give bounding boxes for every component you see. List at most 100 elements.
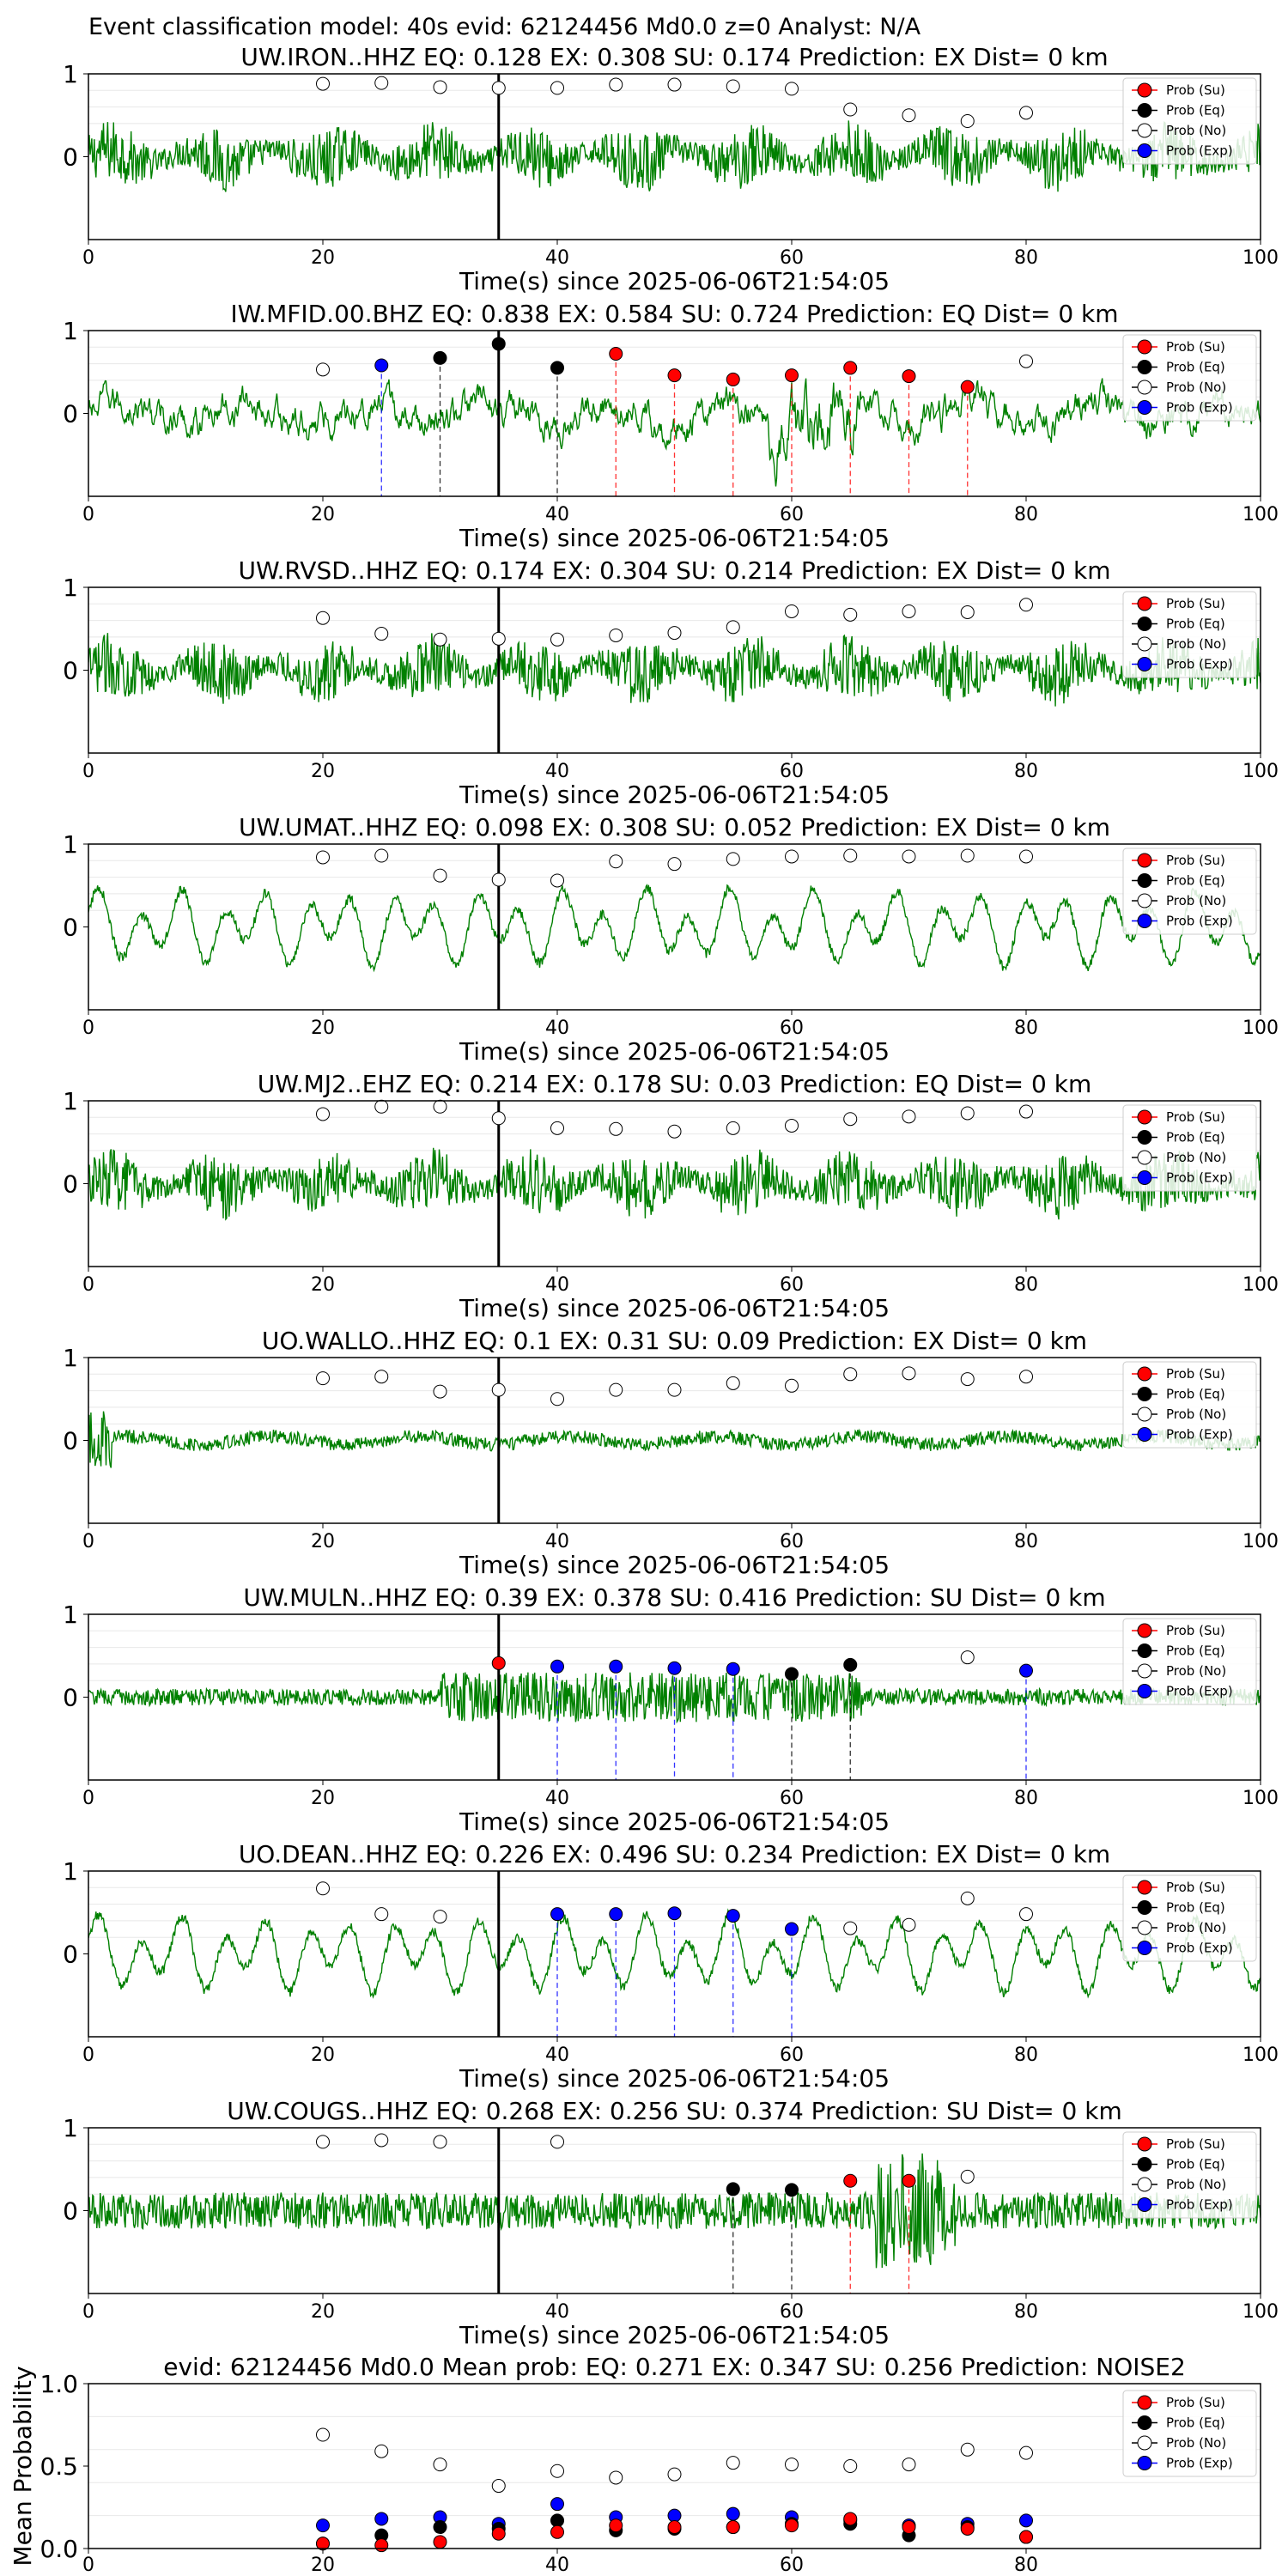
legend-marker-eq <box>1137 1387 1152 1401</box>
legend-label-su: Prob (Su) <box>1166 1109 1225 1125</box>
x-tick-label: 40 <box>545 2555 569 2576</box>
mean-point-no <box>609 2470 623 2485</box>
legend-label-no: Prob (No) <box>1166 636 1226 652</box>
prob-point-su <box>785 368 799 383</box>
x-axis-label: Time(s) since 2025-06-06T21:54:05 <box>459 1294 890 1322</box>
legend-marker-eq <box>1137 1643 1152 1658</box>
prob-point-no <box>609 1382 623 1397</box>
panel-legend: Prob (Su) Prob (Eq) Prob (No) Prob (Exp) <box>1122 848 1257 935</box>
x-tick-label: 20 <box>311 504 335 526</box>
legend-label-exp: Prob (Exp) <box>1166 143 1233 159</box>
prob-point-exp <box>726 1909 740 1923</box>
legend-marker-su <box>1137 2395 1152 2410</box>
panel-legend: Prob (Su) Prob (Eq) Prob (No) Prob (Exp) <box>1122 1104 1257 1192</box>
panel-title: UW.COUGS..HHZ EQ: 0.268 EX: 0.256 SU: 0.… <box>227 2097 1122 2125</box>
legend-label-exp: Prob (Exp) <box>1166 1170 1233 1186</box>
x-tick-label: 40 <box>545 504 569 526</box>
panel-title: UW.IRON..HHZ EQ: 0.128 EX: 0.308 SU: 0.1… <box>240 43 1108 71</box>
prob-point-no <box>843 1921 858 1935</box>
prob-point-no <box>667 1382 682 1397</box>
x-tick-label: 0 <box>82 1274 94 1296</box>
legend-label-su: Prob (Su) <box>1166 1623 1225 1638</box>
mean-point-eq <box>433 2520 447 2535</box>
legend-marker-su <box>1137 853 1152 868</box>
prob-point-eq <box>785 1667 799 1681</box>
x-tick-label: 80 <box>1014 2044 1038 2066</box>
panel-title: evid: 62124456 Md0.0 Mean prob: EQ: 0.27… <box>163 2353 1186 2381</box>
legend-box <box>1122 1104 1257 1192</box>
x-tick-label: 100 <box>1242 761 1279 782</box>
prob-point-no <box>785 1378 799 1393</box>
legend-marker-no <box>1137 2435 1152 2451</box>
prob-point-no <box>491 81 506 95</box>
legend-label-no: Prob (No) <box>1166 1406 1226 1422</box>
panel-legend: Prob (Su) Prob (Eq) Prob (No) Prob (Exp) <box>1122 77 1257 165</box>
seismic-trace <box>88 2153 1261 2269</box>
y-tick-label: 1 <box>63 1087 78 1115</box>
legend-marker-exp <box>1137 143 1152 158</box>
prob-point-no <box>316 76 330 91</box>
prob-point-no <box>1019 1907 1033 1922</box>
mean-legend: Prob (Su) Prob (Eq) Prob (No) Prob (Exp) <box>1122 2390 1257 2477</box>
prob-point-no <box>960 1372 975 1387</box>
x-tick-label: 0 <box>82 2044 94 2066</box>
y-tick-label: 1 <box>63 2114 78 2142</box>
station-panel-iw-mfid-00-bhz: IW.MFID.00.BHZ EQ: 0.838 EX: 0.584 SU: 0… <box>63 300 1279 552</box>
prob-point-no <box>726 1376 740 1390</box>
mean-point-no <box>316 2427 330 2442</box>
prob-point-no <box>1019 1370 1033 1384</box>
y-tick-label: 1 <box>63 1344 78 1372</box>
prob-point-no <box>785 849 799 864</box>
prob-point-eq <box>726 2182 740 2196</box>
mean-point-exp <box>374 2512 389 2526</box>
station-panel-uo-dean--hhz: UO.DEAN..HHZ EQ: 0.226 EX: 0.496 SU: 0.2… <box>63 1840 1279 2093</box>
x-tick-label: 80 <box>1014 1531 1038 1552</box>
panel-legend: Prob (Su) Prob (Eq) Prob (No) Prob (Exp) <box>1122 1361 1257 1449</box>
x-tick-label: 60 <box>780 2044 804 2066</box>
panel-axes <box>88 73 1261 240</box>
legend-label-su: Prob (Su) <box>1166 1880 1225 1895</box>
x-tick-label: 100 <box>1242 1531 1279 1552</box>
prob-point-no <box>785 604 799 618</box>
prob-point-no <box>667 1124 682 1139</box>
legend-label-su: Prob (Su) <box>1166 1366 1225 1382</box>
legend-marker-eq <box>1137 2415 1152 2430</box>
prob-point-no <box>843 848 858 863</box>
x-axis-label: Time(s) since 2025-06-06T21:54:05 <box>459 267 890 295</box>
x-tick-label: 0 <box>82 761 94 782</box>
x-tick-label: 20 <box>311 2555 335 2576</box>
mean-point-no <box>1019 2445 1033 2460</box>
x-tick-label: 20 <box>311 1531 335 1552</box>
prob-point-no <box>491 631 506 646</box>
mean-point-no <box>726 2456 740 2470</box>
x-tick-label: 40 <box>545 1788 569 1809</box>
x-axis-label: Time(s) since 2025-06-06T21:54:05 <box>459 1551 890 1579</box>
station-panel-uo-wallo--hhz: UO.WALLO..HHZ EQ: 0.1 EX: 0.31 SU: 0.09 … <box>63 1327 1279 1579</box>
legend-box <box>1122 2390 1257 2477</box>
legend-marker-exp <box>1137 400 1152 415</box>
prob-point-no <box>960 1106 975 1121</box>
panel-title: UW.UMAT..HHZ EQ: 0.098 EX: 0.308 SU: 0.0… <box>239 813 1110 841</box>
x-tick-label: 40 <box>545 1018 569 1039</box>
prob-point-no <box>1019 598 1033 612</box>
legend-box <box>1122 1618 1257 1705</box>
x-axis-label: Time(s) since 2025-06-06T21:54:05 <box>459 524 890 552</box>
x-tick-label: 60 <box>780 1274 804 1296</box>
y-tick-label: 0 <box>63 2197 78 2226</box>
x-tick-label: 40 <box>545 2044 569 2066</box>
legend-marker-su <box>1137 82 1152 98</box>
seismic-trace <box>88 120 1261 192</box>
prob-point-no <box>785 1118 799 1133</box>
x-tick-label: 80 <box>1014 1788 1038 1809</box>
prob-point-no <box>902 1366 916 1381</box>
prob-point-no <box>491 1382 506 1397</box>
prob-point-no <box>374 848 389 863</box>
prob-point-no <box>433 1099 447 1114</box>
prob-point-no <box>902 1109 916 1124</box>
prob-point-no <box>1019 1104 1033 1119</box>
prob-point-no <box>374 2133 389 2148</box>
station-panel-uw-rvsd--hhz: UW.RVSD..HHZ EQ: 0.174 EX: 0.304 SU: 0.2… <box>63 556 1279 809</box>
x-tick-label: 100 <box>1242 2301 1279 2323</box>
panel-title: UO.WALLO..HHZ EQ: 0.1 EX: 0.31 SU: 0.09 … <box>262 1327 1087 1355</box>
prob-point-su <box>726 372 740 386</box>
